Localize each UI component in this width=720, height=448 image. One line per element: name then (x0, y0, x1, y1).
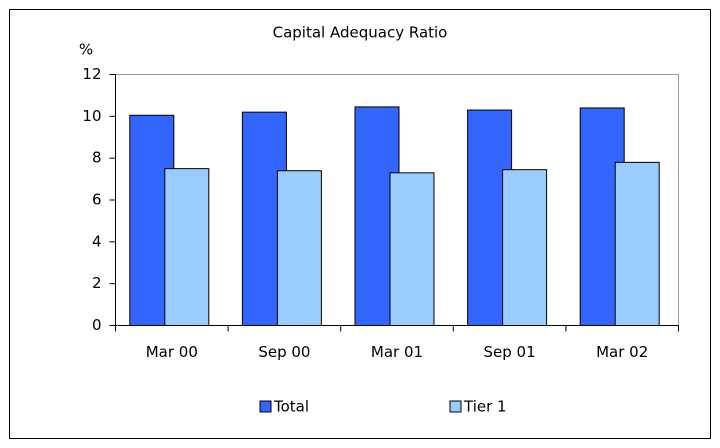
y-axis-label: % (79, 41, 93, 59)
x-tick-label: Mar 00 (146, 343, 198, 361)
y-tick-label: 10 (82, 107, 101, 125)
legend-label: Total (273, 398, 309, 416)
legend-swatch (259, 400, 272, 413)
y-tick-label: 4 (92, 232, 102, 250)
y-tick-label: 0 (92, 316, 102, 334)
bar (164, 168, 210, 326)
y-tick-label: 8 (92, 149, 102, 167)
bar (389, 172, 435, 326)
y-tick-label: 2 (92, 274, 102, 292)
x-tick-label: Sep 00 (258, 343, 310, 361)
x-tick-label: Mar 01 (371, 343, 423, 361)
x-tick-label: Sep 01 (484, 343, 536, 361)
legend-swatch (449, 400, 462, 413)
y-tick-label: 6 (92, 191, 102, 209)
bar (276, 170, 322, 326)
x-tick-label: Mar 02 (596, 343, 648, 361)
bar (614, 161, 660, 326)
bar (502, 169, 548, 326)
y-tick-label: 12 (82, 65, 101, 83)
legend-label: Tier 1 (463, 398, 507, 416)
chart-title: Capital Adequacy Ratio (273, 24, 448, 42)
